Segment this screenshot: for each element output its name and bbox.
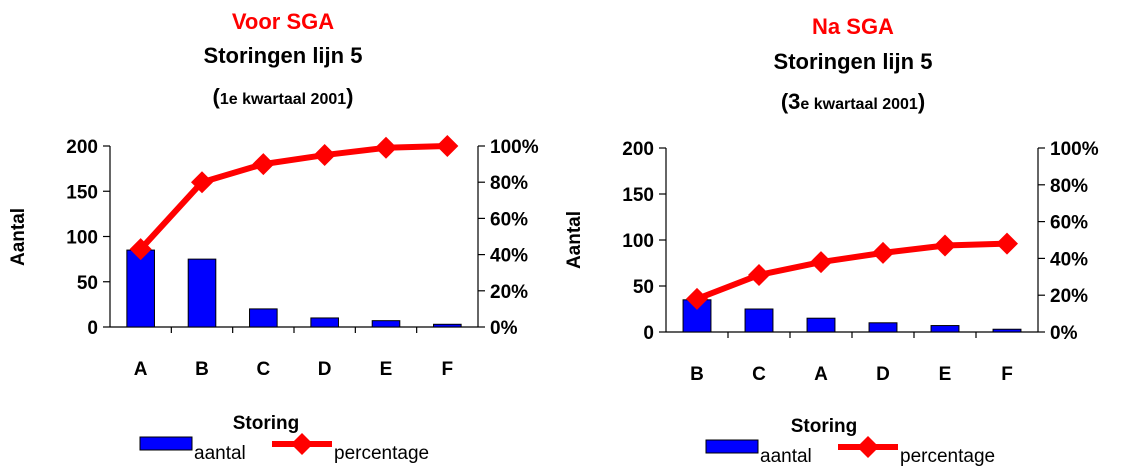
y-tick-label: 100 [622,231,654,252]
y2-tick-label: 100% [490,137,539,158]
chart2-subtitle-open: ( [781,89,789,114]
percentage-point-A [129,238,152,261]
bar-D [310,317,339,328]
percentage-point-B [191,171,213,194]
y-axis-label: Aantal [8,208,29,266]
chart1-title-top: Voor SGA [232,9,334,34]
y2-tick-label: 40% [490,246,528,267]
y-tick-label: 150 [622,185,654,206]
y-tick-label: 0 [87,318,98,339]
bar-C [744,308,774,333]
y2-tick-label: 0% [1050,323,1078,344]
percentage-point-A [810,251,832,274]
y2-tick-label: 80% [1050,176,1088,197]
y2-tick-label: 60% [1050,213,1088,234]
x-axis-label: Storing [233,413,300,434]
percentage-point-D [313,144,336,167]
bar-B [187,258,217,328]
x-tick-label: C [256,359,270,380]
y2-tick-label: 60% [490,209,528,230]
percentage-point-C [748,263,770,286]
legend-label-aantal: aantal [194,443,246,464]
percentage-point-F [996,232,1018,255]
bar-A [126,249,155,328]
chart-na-sga: 0 50 100 150 200 0% 20% 40% 60% 80% 100% B C A D E F Aant… [564,139,1099,467]
legend-bar-swatch [705,439,759,454]
x-tick-label: B [195,359,209,380]
legend-line-marker [857,436,879,458]
chart-voor-sga: 0 50 100 150 200 0% 20% 40% 60% 80% 100% A B C D E F Aant… [8,135,539,464]
y-tick-label: 0 [643,323,654,344]
chart1-subtitle: (1e kwartaal 2001) [213,84,354,109]
chart2-subtitle-text: e kwartaal 2001 [800,96,918,113]
y-tick-label: 150 [66,182,98,203]
x-tick-label: E [939,364,952,385]
legend-label-aantal: aantal [760,446,812,467]
x-tick-label: D [318,359,332,380]
chart2-subtitle-big: 3 [788,89,800,114]
chart2-subtitle: (3e kwartaal 2001) [781,89,925,114]
percentage-point-B [686,287,708,310]
chart2-subtitle-close: ) [918,89,925,114]
x-tick-label: B [690,364,704,385]
y2-tick-label: 20% [1050,286,1088,307]
bar-D [868,322,898,333]
x-tick-label: D [876,364,890,385]
x-tick-label: C [752,364,766,385]
x-tick-label: E [380,359,393,380]
legend-bar-swatch [139,436,193,451]
percentage-point-D [872,241,894,264]
percentage-point-E [934,234,956,257]
y2-tick-label: 100% [1050,139,1099,160]
y-tick-label: 200 [622,139,654,160]
chart2-title-top: Na SGA [812,14,894,39]
percentage-line [138,143,448,252]
bar-F [433,323,462,328]
y-tick-label: 200 [66,137,98,158]
bar-C [249,308,278,328]
y2-tick-label: 80% [490,173,528,194]
y2-tick-label: 0% [490,318,518,339]
x-tick-label: A [134,359,148,380]
chart1-title: Storingen lijn 5 [204,43,363,68]
y-tick-label: 50 [633,277,654,298]
chart1-subtitle-open: ( [213,84,221,109]
y2-tick-label: 20% [490,282,528,303]
bar-E [371,320,401,328]
bar-E [930,325,960,333]
chart1-subtitle-text: 1e kwartaal 2001 [220,91,346,108]
y2-tick-label: 40% [1050,249,1088,270]
x-tick-label: F [442,359,454,380]
legend-label-percentage: percentage [900,446,995,467]
bar-A [806,317,836,333]
legend-line-marker [291,433,313,455]
y-axis-label: Aantal [564,211,585,269]
bar-F [992,328,1022,333]
percentage-point-C [252,153,275,176]
percentage-line [695,240,1008,302]
percentage-point-F [436,135,459,157]
x-tick-label: F [1001,364,1013,385]
chart1-subtitle-close: ) [346,84,353,109]
percentage-point-E [375,136,397,159]
x-tick-label: A [814,364,828,385]
y-tick-label: 100 [66,228,98,249]
legend-label-percentage: percentage [334,443,429,464]
chart2-title: Storingen lijn 5 [774,49,933,74]
y-tick-label: 50 [77,273,98,294]
x-axis-label: Storing [791,416,858,437]
